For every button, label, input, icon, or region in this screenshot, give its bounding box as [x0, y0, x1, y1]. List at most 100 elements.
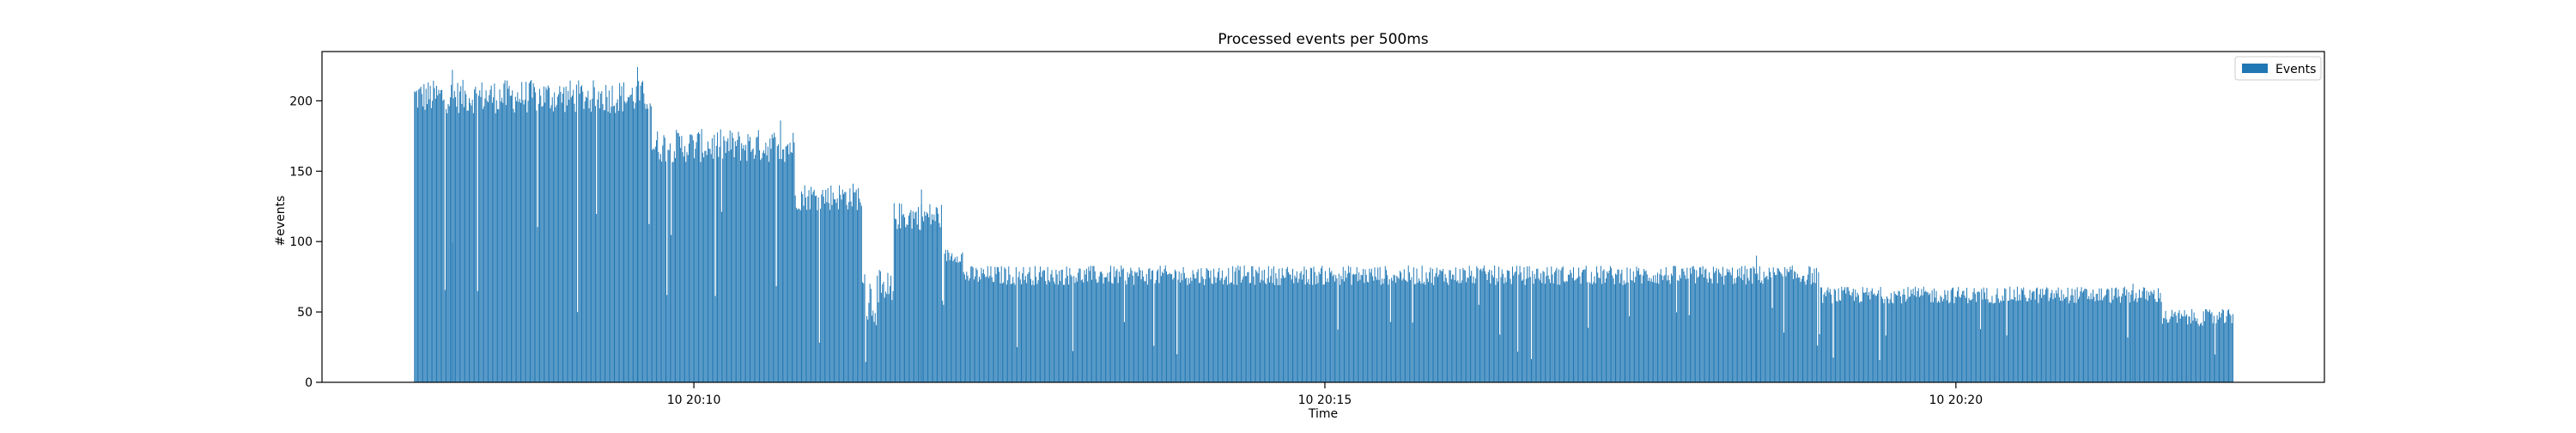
bar: [1162, 271, 1163, 382]
bar: [1005, 269, 1006, 382]
bar: [1621, 270, 1623, 382]
bar: [2008, 300, 2010, 382]
bar: [1129, 273, 1131, 382]
bar: [1220, 277, 1222, 382]
bar: [1886, 296, 1887, 382]
bar: [1674, 265, 1675, 382]
bar: [2198, 326, 2200, 382]
bar: [1475, 277, 1477, 382]
bar: [607, 111, 609, 383]
bar: [1109, 271, 1110, 382]
bar: [1976, 302, 1978, 382]
bar: [795, 207, 797, 382]
bar: [2199, 323, 2201, 382]
bar: [1244, 276, 1246, 382]
bar: [793, 142, 795, 382]
bar: [799, 210, 801, 382]
bar: [2163, 318, 2165, 382]
bar: [643, 93, 645, 383]
bar: [1514, 272, 1516, 382]
bar: [1316, 275, 1318, 382]
bar: [1738, 276, 1740, 382]
bar: [1615, 273, 1616, 382]
bar: [687, 155, 689, 382]
bar: [1356, 267, 1358, 382]
bar: [1188, 284, 1190, 382]
bar: [776, 146, 778, 382]
bar: [864, 274, 866, 382]
bar: [514, 96, 516, 383]
bar: [419, 88, 421, 382]
bar: [1611, 268, 1613, 382]
bar: [1176, 354, 1178, 382]
bar: [910, 210, 912, 382]
bar: [1281, 267, 1283, 382]
bar: [1664, 274, 1666, 382]
bar: [1840, 300, 1842, 382]
bar: [789, 143, 791, 382]
bar: [1637, 268, 1639, 382]
bar: [1019, 279, 1021, 382]
bar: [1991, 296, 1993, 382]
bar: [1999, 302, 2001, 382]
bar: [1205, 278, 1206, 382]
bar: [675, 158, 677, 382]
bar: [1962, 290, 1964, 382]
bar: [1674, 266, 1676, 382]
bar: [2051, 290, 2053, 382]
bar: [892, 290, 894, 382]
bar: [1516, 265, 1517, 382]
bar: [1275, 272, 1277, 382]
bar: [949, 259, 951, 382]
bar: [1014, 284, 1016, 382]
bar: [447, 104, 449, 383]
bar: [1013, 283, 1015, 382]
bar: [429, 85, 431, 382]
bar: [1982, 299, 1984, 382]
bar: [848, 202, 850, 382]
bar: [713, 158, 714, 382]
bar: [1905, 302, 1907, 382]
bar: [589, 100, 591, 382]
bar: [1543, 271, 1545, 382]
bar: [1151, 271, 1152, 382]
bar: [1311, 268, 1313, 382]
bar: [1364, 269, 1366, 382]
bar: [1073, 276, 1075, 382]
bar: [869, 284, 871, 382]
bar: [434, 88, 435, 383]
bar: [1972, 291, 1974, 382]
bar: [620, 95, 622, 382]
bar: [1780, 272, 1782, 382]
bar: [510, 95, 512, 383]
bar: [1365, 274, 1367, 382]
bar: [923, 221, 925, 382]
bar: [1953, 302, 1955, 382]
bar: [483, 106, 485, 383]
bar: [1698, 267, 1700, 382]
bar: [1880, 296, 1882, 382]
bar: [2018, 300, 2020, 382]
bar: [1065, 277, 1066, 382]
bar: [2208, 312, 2209, 382]
bar: [1425, 272, 1427, 382]
bar: [832, 192, 834, 382]
bar: [844, 192, 846, 382]
bar: [1726, 268, 1728, 382]
bar: [1369, 268, 1370, 382]
bar: [1589, 283, 1591, 382]
bar: [691, 135, 693, 382]
bar: [1718, 269, 1720, 382]
bar: [1397, 277, 1399, 382]
bar: [549, 88, 550, 382]
bar: [2047, 288, 2049, 382]
y-tick-label: 50: [297, 306, 313, 320]
bar: [820, 208, 822, 382]
bar: [1276, 278, 1278, 382]
bar: [1417, 283, 1419, 382]
bar: [1518, 274, 1520, 382]
bar: [629, 95, 631, 382]
bar: [1061, 269, 1063, 382]
bar: [1153, 345, 1155, 382]
bar: [767, 146, 769, 382]
